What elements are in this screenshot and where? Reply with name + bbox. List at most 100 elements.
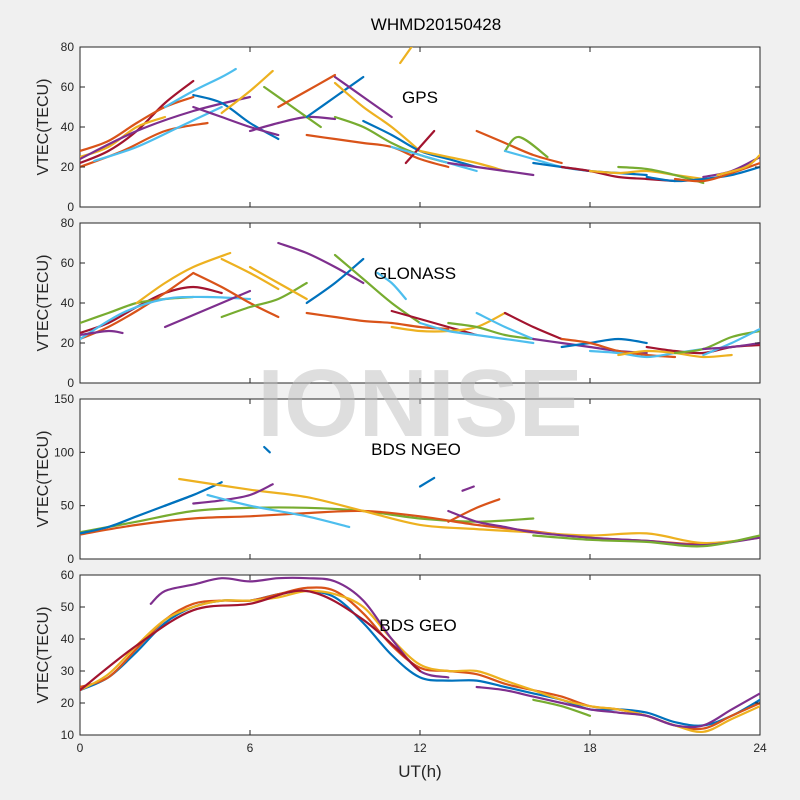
panel-label: GPS bbox=[402, 88, 438, 107]
panel-label: GLONASS bbox=[374, 264, 456, 283]
series-line-29 bbox=[673, 329, 760, 355]
series-line-1 bbox=[80, 285, 223, 335]
series-line-10 bbox=[461, 485, 475, 492]
panel-label: BDS NGEO bbox=[371, 440, 461, 459]
series-line-29 bbox=[588, 169, 705, 181]
y-tick-label: 0 bbox=[67, 200, 74, 214]
series-group bbox=[80, 445, 760, 548]
series-line-14 bbox=[305, 75, 365, 119]
panel-1: 0 20 40 60 80 VTEC(TECU) GPS bbox=[35, 40, 761, 214]
series-line-5 bbox=[178, 477, 760, 545]
series-line-12 bbox=[263, 85, 322, 129]
series-line-20 bbox=[404, 129, 436, 165]
x-tick-label: 18 bbox=[583, 741, 597, 755]
y-tick-label: 60 bbox=[61, 80, 75, 94]
y-tick-label: 20 bbox=[61, 336, 75, 350]
x-tick-label: 12 bbox=[413, 741, 427, 755]
series-line-6 bbox=[80, 95, 252, 161]
series-line-8 bbox=[192, 271, 280, 319]
series-line-20 bbox=[447, 321, 535, 341]
series-line-16 bbox=[376, 271, 407, 301]
series-group bbox=[80, 241, 760, 359]
series-line-17 bbox=[305, 133, 450, 169]
series-line-25 bbox=[503, 135, 549, 159]
series-line-35 bbox=[399, 47, 413, 65]
series-line-6 bbox=[192, 483, 274, 505]
y-axis-label: VTEC(TECU) bbox=[35, 607, 52, 704]
series-line-13 bbox=[305, 257, 365, 305]
series-line-24 bbox=[475, 129, 563, 165]
series-line-19 bbox=[418, 321, 535, 345]
y-axis-label: VTEC(TECU) bbox=[35, 255, 52, 352]
x-tick-label: 0 bbox=[77, 741, 84, 755]
series-line-6 bbox=[135, 251, 232, 305]
series-line-2 bbox=[80, 95, 195, 153]
figure-title: WHMD20150428 bbox=[371, 15, 501, 34]
series-line-22 bbox=[503, 311, 563, 341]
series-line-7 bbox=[206, 493, 351, 529]
series-line-5 bbox=[475, 685, 760, 729]
series-line-7 bbox=[532, 698, 592, 717]
series-line-10 bbox=[220, 69, 274, 115]
series-line-13 bbox=[277, 73, 337, 109]
series-line-24 bbox=[560, 337, 648, 349]
axes-box bbox=[79, 46, 761, 208]
series-line-6 bbox=[80, 589, 422, 692]
series-line-31 bbox=[645, 165, 760, 183]
panel-3: 0 50 100 150 VTEC(TECU) BDS NGEO bbox=[35, 392, 761, 566]
series-line-9 bbox=[418, 476, 436, 488]
y-axis-label: VTEC(TECU) bbox=[35, 431, 52, 528]
series-line-5 bbox=[93, 105, 223, 163]
y-tick-label: 40 bbox=[61, 632, 75, 646]
series-line-10 bbox=[220, 281, 308, 319]
y-tick-label: 0 bbox=[67, 552, 74, 566]
y-tick-label: 30 bbox=[61, 664, 75, 678]
panel-4: 10 20 30 40 50 60 0 6 12 18 24 VTEC(TECU) BDS GEO bbox=[35, 568, 767, 755]
series-line-12 bbox=[447, 509, 760, 547]
panel-label: BDS GEO bbox=[379, 616, 456, 635]
series-line-9 bbox=[220, 257, 280, 291]
y-tick-label: 50 bbox=[61, 499, 75, 513]
y-tick-label: 80 bbox=[61, 40, 75, 54]
y-tick-label: 20 bbox=[61, 160, 75, 174]
series-line-23 bbox=[447, 161, 535, 177]
series-line-16 bbox=[333, 81, 422, 153]
series-line-11 bbox=[248, 265, 308, 301]
series-line-5 bbox=[80, 329, 124, 337]
series-line-22 bbox=[418, 149, 507, 173]
y-tick-label: 10 bbox=[61, 728, 75, 742]
series-line-32 bbox=[673, 161, 760, 183]
series-line-15 bbox=[305, 311, 450, 331]
y-tick-label: 40 bbox=[61, 120, 75, 134]
series-line-15 bbox=[333, 75, 393, 119]
y-tick-label: 60 bbox=[61, 256, 75, 270]
series-line-7 bbox=[163, 67, 237, 109]
series-line-31 bbox=[702, 341, 760, 351]
series-line-34 bbox=[716, 153, 760, 177]
series-line-21 bbox=[390, 145, 478, 173]
series-line-4 bbox=[149, 576, 450, 679]
series-group bbox=[80, 47, 760, 185]
watermark-text: IONISE bbox=[257, 350, 582, 457]
y-tick-label: 20 bbox=[61, 696, 75, 710]
y-tick-label: 60 bbox=[61, 568, 75, 582]
series-line-12 bbox=[277, 241, 365, 285]
series-line-30 bbox=[702, 327, 760, 357]
series-line-11 bbox=[447, 498, 501, 523]
series-line-13 bbox=[532, 534, 760, 548]
x-tick-label: 6 bbox=[247, 741, 254, 755]
series-line-4 bbox=[80, 295, 252, 341]
series-line-17 bbox=[390, 309, 478, 337]
series-line-9 bbox=[192, 105, 280, 137]
y-tick-label: 50 bbox=[61, 600, 75, 614]
panel-2: 0 20 40 60 80 VTEC(TECU) GLONASS bbox=[35, 216, 761, 390]
y-axis-label: VTEC(TECU) bbox=[35, 79, 52, 176]
series-line-21 bbox=[475, 311, 535, 341]
x-axis-label: UT(h) bbox=[398, 762, 441, 781]
x-tick-label: 24 bbox=[753, 741, 767, 755]
y-tick-label: 150 bbox=[54, 392, 74, 406]
series-group bbox=[80, 576, 760, 734]
y-tick-label: 0 bbox=[67, 376, 74, 390]
